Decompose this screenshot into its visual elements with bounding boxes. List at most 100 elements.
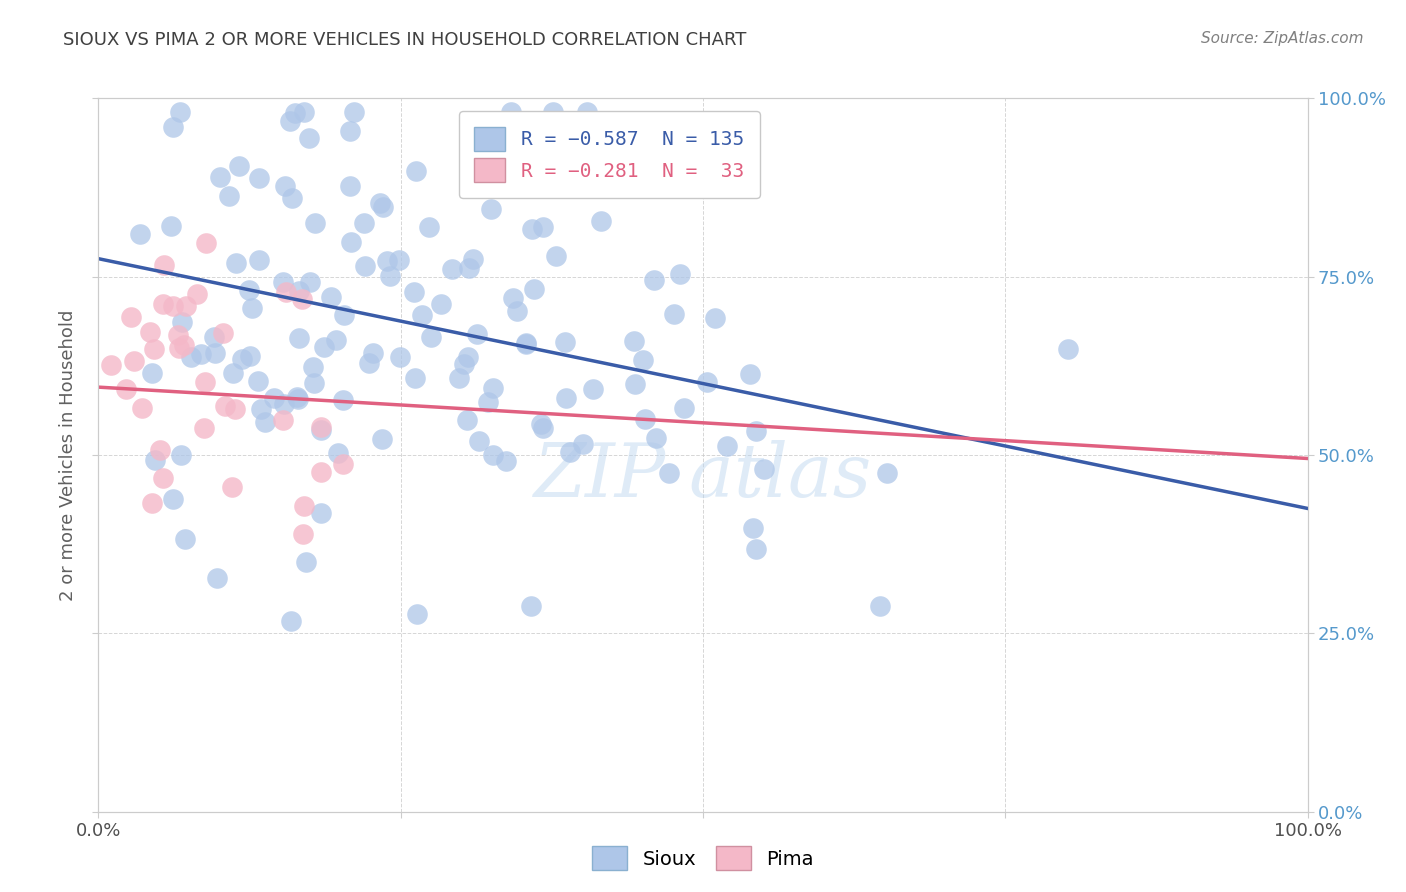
Point bbox=[869, 599, 891, 614]
Point bbox=[744, 541, 766, 556]
Point bbox=[419, 330, 441, 344]
Point bbox=[520, 221, 543, 235]
Point bbox=[1056, 342, 1078, 356]
Point bbox=[543, 105, 565, 120]
Point bbox=[752, 462, 775, 476]
Point bbox=[167, 341, 190, 355]
Point bbox=[696, 376, 718, 390]
Point bbox=[173, 337, 195, 351]
Point bbox=[544, 249, 567, 263]
Point bbox=[332, 458, 354, 472]
Point bbox=[162, 299, 184, 313]
Point bbox=[271, 275, 294, 289]
Point bbox=[631, 352, 654, 367]
Point bbox=[339, 124, 361, 138]
Point bbox=[273, 396, 295, 410]
Point bbox=[143, 453, 166, 467]
Point bbox=[634, 411, 657, 425]
Point bbox=[332, 393, 354, 408]
Point bbox=[453, 357, 475, 371]
Point bbox=[204, 329, 226, 343]
Point bbox=[212, 326, 235, 341]
Point bbox=[368, 196, 391, 211]
Point bbox=[645, 431, 668, 445]
Point bbox=[173, 532, 195, 546]
Text: SIOUX VS PIMA 2 OR MORE VEHICLES IN HOUSEHOLD CORRELATION CHART: SIOUX VS PIMA 2 OR MORE VEHICLES IN HOUS… bbox=[63, 31, 747, 49]
Point bbox=[333, 308, 356, 322]
Point bbox=[876, 467, 898, 481]
Point bbox=[457, 261, 479, 276]
Point bbox=[554, 334, 576, 349]
Y-axis label: 2 or more Vehicles in Household: 2 or more Vehicles in Household bbox=[59, 310, 77, 600]
Point bbox=[340, 235, 363, 249]
Point bbox=[193, 421, 215, 435]
Point bbox=[253, 415, 276, 429]
Point bbox=[152, 297, 174, 311]
Point bbox=[287, 392, 309, 407]
Point bbox=[231, 352, 253, 367]
Point bbox=[292, 527, 315, 541]
Point bbox=[623, 334, 645, 349]
Point bbox=[533, 219, 555, 234]
Point bbox=[531, 420, 554, 434]
Point bbox=[520, 599, 543, 614]
Point bbox=[204, 345, 226, 359]
Point bbox=[298, 131, 321, 145]
Point bbox=[515, 335, 537, 350]
Point bbox=[129, 227, 152, 242]
Point bbox=[172, 315, 194, 329]
Point bbox=[353, 216, 375, 230]
Text: ZIP atlas: ZIP atlas bbox=[534, 440, 872, 513]
Point bbox=[515, 336, 537, 351]
Point bbox=[468, 434, 491, 449]
Point bbox=[572, 437, 595, 451]
Point bbox=[280, 614, 302, 628]
Point bbox=[309, 423, 332, 437]
Point bbox=[623, 376, 645, 391]
Point bbox=[461, 252, 484, 266]
Point bbox=[292, 499, 315, 513]
Point bbox=[558, 444, 581, 458]
Point bbox=[404, 371, 426, 385]
Point bbox=[186, 286, 208, 301]
Point bbox=[208, 169, 231, 184]
Point bbox=[120, 310, 142, 324]
Point bbox=[742, 521, 765, 535]
Point bbox=[285, 390, 308, 404]
Point bbox=[221, 480, 243, 494]
Point bbox=[115, 382, 138, 396]
Point bbox=[378, 269, 401, 284]
Point bbox=[218, 189, 240, 203]
Point bbox=[281, 191, 304, 205]
Point bbox=[501, 105, 523, 120]
Point bbox=[162, 120, 184, 135]
Point bbox=[481, 147, 503, 161]
Point bbox=[311, 465, 333, 479]
Point bbox=[280, 113, 302, 128]
Point bbox=[328, 446, 350, 460]
Point bbox=[193, 375, 215, 389]
Point bbox=[342, 105, 364, 120]
Point bbox=[744, 424, 766, 438]
Point bbox=[456, 413, 478, 427]
Point bbox=[319, 290, 342, 304]
Point bbox=[240, 301, 263, 315]
Point bbox=[152, 471, 174, 485]
Point bbox=[149, 443, 172, 458]
Point bbox=[505, 304, 527, 318]
Point bbox=[190, 346, 212, 360]
Point bbox=[292, 105, 315, 120]
Point bbox=[131, 401, 153, 415]
Point bbox=[250, 401, 273, 416]
Point bbox=[301, 360, 323, 375]
Point bbox=[353, 259, 375, 273]
Point bbox=[312, 339, 335, 353]
Point bbox=[159, 219, 181, 234]
Point bbox=[304, 216, 326, 230]
Point bbox=[170, 448, 193, 462]
Point bbox=[388, 253, 411, 268]
Point bbox=[658, 466, 681, 480]
Point bbox=[246, 374, 269, 388]
Point bbox=[309, 506, 332, 520]
Point bbox=[591, 213, 613, 227]
